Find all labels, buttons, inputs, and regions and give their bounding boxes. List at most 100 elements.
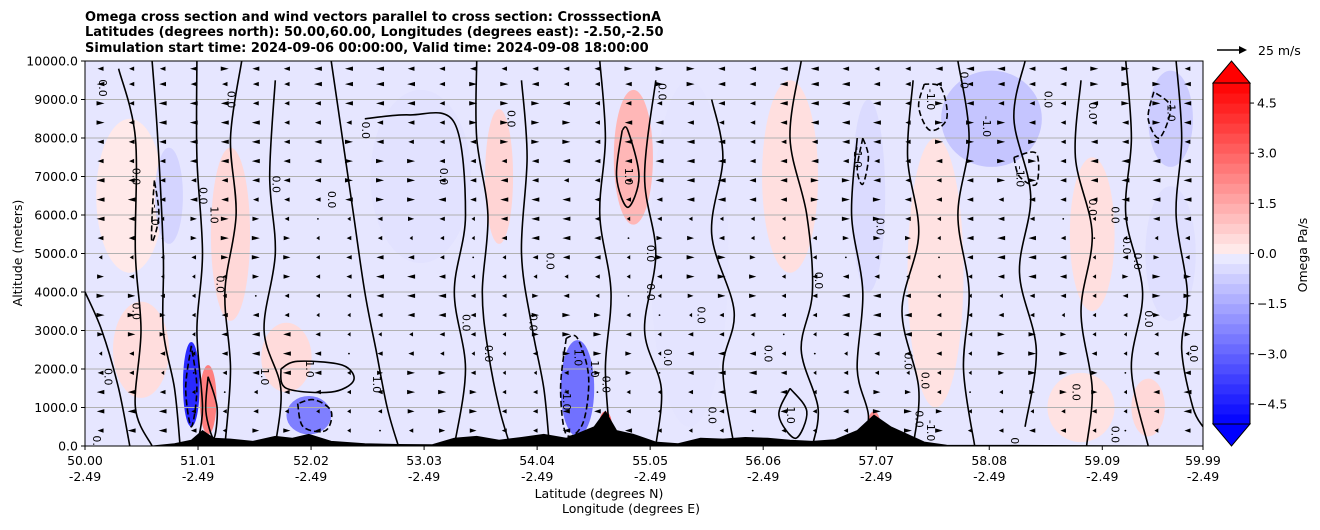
wind-vector [407,81,415,87]
wind-vector [470,293,476,299]
wind-vector [782,255,786,260]
x-tick-label-longitude: -2.49 [69,469,101,484]
colorbar-segment [1213,223,1250,234]
contour-label-group: 0.0 [1131,252,1144,270]
wind-vector [1028,120,1036,125]
wind-vector [438,274,446,279]
wind-vector [284,81,290,87]
wind-vector [438,178,446,183]
wind-vector [719,428,724,433]
contour-line [263,80,282,446]
wind-vector [967,312,973,318]
contour-label: 1.0 [370,376,383,394]
wind-vector [376,293,384,299]
contour-label-group: 0.0 [1086,199,1099,217]
colorbar-segment [1213,323,1250,335]
wind-vector [1091,120,1097,125]
wind-vector [408,351,414,356]
contour-label: 0.0 [1041,91,1054,109]
wind-vector [997,66,1006,71]
wind-vector [562,120,571,125]
wind-vector [969,391,971,393]
x-tick-label-latitude: 55.05 [632,453,668,468]
wind-vector [749,101,756,106]
wind-vector [161,216,165,222]
y-axis-label: Altitude (meters) [10,200,25,307]
wind-vector [905,235,911,241]
colorbar-segment [1213,333,1250,345]
wind-vector [407,389,416,395]
wind-vector [129,255,134,260]
wind-vector [593,332,602,337]
contour-label-group: -1.0 [851,147,864,168]
contour-label: 1.0 [622,168,635,186]
wind-vector [625,197,632,202]
wind-vector [966,66,975,71]
contour-label: 1.0 [208,206,221,224]
contour-label-group: 0.0 [437,168,450,186]
wind-vector [159,81,166,87]
contour-label-group: 0.0 [1142,310,1155,328]
wind-vector [1121,81,1130,87]
wind-vector [626,255,631,260]
y-tick-label: 9000.0 [34,92,78,107]
wind-vector [594,370,601,376]
omega-cell [199,365,217,435]
wind-vector [190,216,197,222]
wind-vector [96,409,105,414]
wind-vector [594,255,601,260]
wind-vector [192,351,196,356]
wind-vector [344,101,353,106]
x-tick-label-longitude: -2.49 [747,469,779,484]
wind-vector [750,216,755,222]
wind-vector [625,370,632,376]
x-tick-label-longitude: -2.49 [1187,469,1219,484]
contour-label: 0.0 [90,435,103,453]
contour-label-group: 1.0 [622,168,635,186]
wind-vector [1091,409,1097,414]
contour-label-group: 0.0 [812,272,825,290]
wind-vector [161,370,165,376]
wind-vector [967,274,973,279]
colorbar-tick-label: 1.5 [1257,196,1277,211]
wind-vector [842,66,850,71]
wind-vector [1154,351,1159,356]
wind-vector [1184,428,1191,433]
wind-vector [562,216,571,222]
wind-vector [874,158,880,164]
wind-vector [625,351,632,356]
wind-vector [937,235,941,241]
wind-vector [905,139,911,145]
wind-vector [904,389,912,395]
y-tick-label: 7000.0 [34,169,78,184]
wind-vector [686,178,695,183]
contour-line-negative [856,137,870,186]
contour-label: 0.0 [359,122,372,140]
colorbar-segment [1213,233,1250,244]
wind-vector [469,120,478,125]
y-tick-label: 5000.0 [34,246,78,261]
wind-vector [253,389,258,395]
contour-label-group: -1.0 [560,389,573,410]
wind-vector [873,178,881,183]
wind-vector [502,255,507,260]
contour-label: 0.0 [706,406,719,424]
wind-vector [470,370,476,376]
wind-vector [129,370,134,376]
wind-vector [812,409,817,414]
wind-vector [905,120,911,125]
wind-vector [283,158,291,164]
wind-vector [1152,120,1161,125]
wind-vector [749,293,757,299]
contour-label: 0.0 [213,276,226,294]
wind-vector [872,332,881,337]
x-tick-label-longitude: -2.49 [973,469,1005,484]
wind-vector [160,255,165,260]
contour-label-group: 1.0 [784,406,797,424]
wind-vector [501,293,507,299]
wind-vector [1183,197,1192,202]
contour-label-group: 0.0 [482,345,495,363]
wind-vector [874,370,880,376]
contour-label: 0.0 [644,245,657,263]
wind-vector [282,351,291,356]
